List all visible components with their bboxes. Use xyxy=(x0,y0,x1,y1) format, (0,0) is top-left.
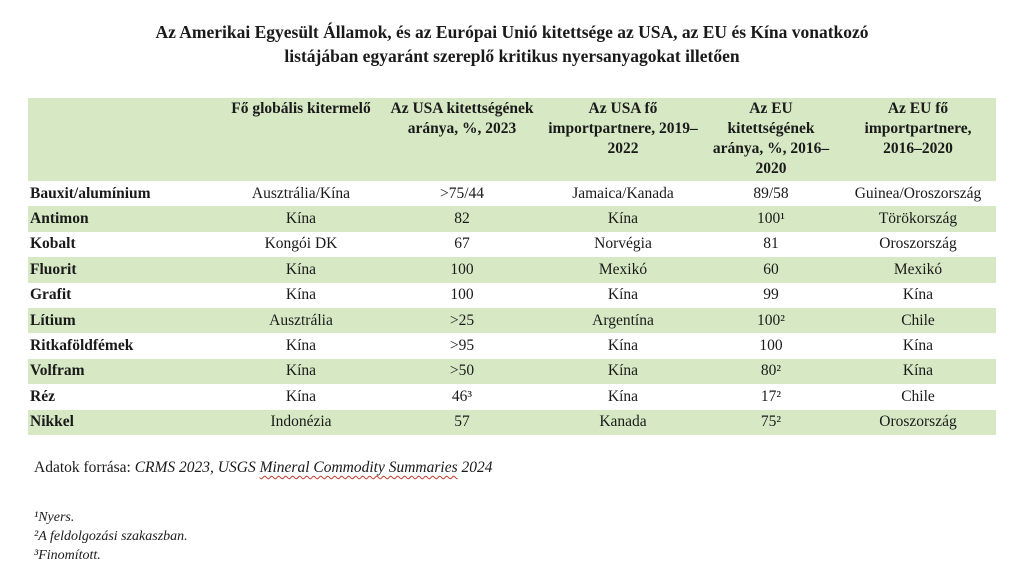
cell-eu-partner: Oroszország xyxy=(879,413,957,431)
cell-producer: Kína xyxy=(285,260,317,278)
table-row: Antimon Kína 82 Kína 100¹ Törökország xyxy=(28,206,996,232)
title-line-2: listájában egyaránt szereplő kritikus ny… xyxy=(284,46,740,66)
cell-eu-partner: Kína xyxy=(902,286,934,304)
cell-eu-exposure: 89/58 xyxy=(753,184,789,202)
cell-us-partner: Mexikó xyxy=(598,260,648,278)
cell-eu-partner: Mexikó xyxy=(893,260,943,278)
cell-us-exposure: >50 xyxy=(449,362,475,380)
cell-us-exposure: >95 xyxy=(449,337,475,355)
source-part-1: CRMS 2023, USGS xyxy=(134,459,260,476)
cell-us-exposure: >25 xyxy=(449,311,475,329)
table-row: Ritkaföldfémek Kína >95 Kína 100 Kína xyxy=(28,333,996,358)
title-line-1: Az Amerikai Egyesült Államok, és az Euró… xyxy=(155,22,869,42)
cell-eu-partner: Törökország xyxy=(878,210,958,228)
cell-us-exposure: 100 xyxy=(450,286,474,304)
cell-us-partner: Kína xyxy=(607,362,639,380)
cell-us-partner: Kína xyxy=(607,387,639,405)
cell-us-exposure: 82 xyxy=(454,210,470,228)
cell-material-name: Grafit xyxy=(30,286,72,304)
cell-us-exposure: 57 xyxy=(454,413,470,431)
cell-us-partner: Norvégia xyxy=(594,235,652,253)
cell-producer: Ausztrália xyxy=(269,311,333,329)
table-row: Nikkel Indonézia 57 Kanada 75² Oroszország xyxy=(28,409,996,435)
footnote-1: ¹Nyers. xyxy=(34,510,75,525)
cell-eu-exposure: 75² xyxy=(760,413,782,431)
header-cell-producer: Fő globális kitermelő xyxy=(222,98,380,181)
cell-producer: Kongói DK xyxy=(264,235,338,253)
cell-eu-partner: Oroszország xyxy=(879,235,957,253)
cell-us-exposure: 100 xyxy=(450,260,474,278)
source-part-3: 2024 xyxy=(457,459,493,476)
table-row: Bauxit/alumínium Ausztrália/Kína >75/44 Jam… xyxy=(28,181,996,206)
cell-us-exposure: >75/44 xyxy=(439,184,485,202)
data-table: Fő globális kitermelő Az USA kitettségén… xyxy=(28,98,996,435)
cell-eu-partner: Guinea/Oroszország xyxy=(854,184,982,202)
table-title: Az Amerikai Egyesült Államok, és az Euró… xyxy=(0,20,1024,68)
table-row: Kobalt Kongói DK 67 Norvégia 81 Oroszország xyxy=(28,232,996,257)
cell-eu-exposure: 99 xyxy=(763,286,779,304)
cell-material-name: Lítium xyxy=(30,311,76,329)
table-row: Réz Kína 46³ Kína 17² Chile xyxy=(28,384,996,409)
cell-producer: Kína xyxy=(285,210,317,228)
header-cell-eu-exposure: Az EU kitettségének aránya, %, 2016–2020 xyxy=(702,98,840,181)
cell-producer: Kína xyxy=(285,286,317,304)
cell-us-partner: Jamaica/Kanada xyxy=(572,184,674,202)
table-row: Volfram Kína >50 Kína 80² Kína xyxy=(28,358,996,385)
cell-material-name: Réz xyxy=(30,387,55,405)
cell-material-name: Kobalt xyxy=(30,235,76,253)
cell-producer: Indonézia xyxy=(270,413,332,431)
cell-us-partner: Kína xyxy=(607,210,639,228)
footnote-2: ²A feldolgozási szakaszban. xyxy=(34,529,188,544)
cell-material-name: Bauxit/alumínium xyxy=(30,184,151,202)
footnotes: ¹Nyers. ²A feldolgozási szakaszban. ³Fin… xyxy=(34,508,188,565)
cell-eu-partner: Chile xyxy=(901,387,935,405)
cell-producer: Kína xyxy=(285,362,317,380)
cell-producer: Kína xyxy=(285,337,317,355)
table-row: Lítium Ausztrália >25 Argentína 100² Chile xyxy=(28,307,996,334)
source-prefix: Adatok forrása: xyxy=(34,459,135,476)
header-cell-us-exposure: Az USA kitettségének aránya, %, 2023 xyxy=(380,98,544,181)
cell-us-exposure: 67 xyxy=(454,235,470,253)
cell-eu-exposure: 17² xyxy=(760,387,782,405)
cell-eu-partner: Kína xyxy=(902,362,934,380)
source-part-2: Mineral Commodity Summaries xyxy=(259,459,458,476)
table-row: Fluorit Kína 100 Mexikó 60 Mexikó xyxy=(28,257,996,283)
cell-material-name: Antimon xyxy=(30,210,89,228)
cell-producer: Kína xyxy=(285,387,317,405)
cell-eu-exposure: 60 xyxy=(763,260,779,278)
cell-eu-exposure: 81 xyxy=(763,235,779,253)
cell-eu-exposure: 100¹ xyxy=(757,210,785,228)
cell-us-partner: Kanada xyxy=(599,413,647,431)
cell-us-partner: Kína xyxy=(607,337,639,355)
cell-material-name: Nikkel xyxy=(30,413,74,431)
header-cell-eu-partner: Az EU fő importpartnere, 2016–2020 xyxy=(840,98,996,181)
cell-eu-partner: Chile xyxy=(901,311,935,329)
header-cell-blank xyxy=(28,98,222,181)
cell-eu-exposure: 100 xyxy=(759,337,783,355)
cell-producer: Ausztrália/Kína xyxy=(251,184,351,202)
header-row: Fő globális kitermelő Az USA kitettségén… xyxy=(28,98,996,181)
cell-eu-partner: Kína xyxy=(902,337,934,355)
cell-us-partner: Argentína xyxy=(592,311,654,329)
cell-us-partner: Kína xyxy=(607,286,639,304)
cell-material-name: Fluorit xyxy=(30,260,77,278)
source-note: Adatok forrása: CRMS 2023, USGS Mineral … xyxy=(34,459,493,477)
cell-material-name: Ritkaföldfémek xyxy=(30,337,134,355)
header-cell-us-partner: Az USA fő importpartnere, 2019–2022 xyxy=(544,98,702,181)
cell-eu-exposure: 80² xyxy=(760,362,782,380)
cell-eu-exposure: 100² xyxy=(757,311,785,329)
cell-us-exposure: 46³ xyxy=(451,387,473,405)
cell-material-name: Volfram xyxy=(30,362,85,380)
footnote-3: ³Finomított. xyxy=(34,548,101,563)
table-row: Grafit Kína 100 Kína 99 Kína xyxy=(28,283,996,308)
